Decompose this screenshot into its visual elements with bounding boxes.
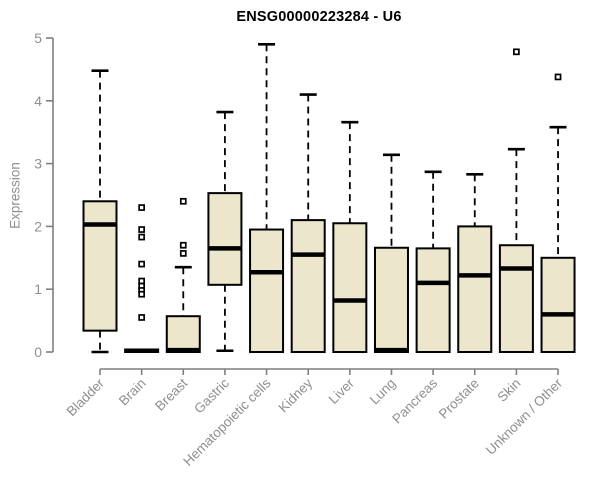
outlier-point (179, 241, 187, 249)
x-category-label: Breast (152, 375, 190, 413)
box-prostate (457, 172, 493, 353)
x-category-label: Lung (367, 376, 399, 408)
outlier-point (554, 73, 562, 81)
outlier-point (138, 290, 145, 298)
y-tick-label: 2 (34, 218, 42, 234)
y-tick-label: 3 (34, 156, 42, 172)
y-tick-label: 5 (34, 30, 42, 46)
x-category-label: Kidney (276, 375, 316, 415)
iqr-box (498, 244, 534, 354)
box-hematopoietic-cells (249, 42, 285, 353)
x-category-label: Unknown / Other (483, 375, 566, 458)
iqr-box (290, 219, 326, 353)
y-tick-label: 4 (34, 93, 42, 109)
box-bladder (82, 69, 118, 354)
box-kidney (290, 93, 326, 353)
box-skin (498, 48, 534, 354)
box-pancreas (415, 170, 451, 354)
iqr-box (373, 246, 409, 353)
outlier-point (138, 314, 145, 321)
x-category-label: Pancreas (389, 375, 440, 426)
box-brain (124, 204, 160, 354)
outlier-point (179, 250, 187, 257)
box-gastric (207, 110, 243, 353)
iqr-box (165, 315, 201, 354)
chart-title: ENSG00000223284 - U6 (236, 9, 402, 25)
outlier-point (138, 260, 145, 268)
outlier-point (138, 204, 145, 211)
box-lung (373, 153, 409, 353)
iqr-box (332, 222, 368, 353)
outlier-point (138, 233, 145, 241)
outlier-point (138, 226, 145, 233)
x-category-label: Gastric (191, 375, 232, 416)
box-breast (165, 197, 201, 354)
box-unknown-other (540, 73, 576, 353)
y-tick-label: 1 (34, 281, 42, 297)
x-category-label: Brain (116, 376, 149, 409)
iqr-box (457, 225, 493, 353)
box-liver (332, 120, 368, 353)
iqr-box (82, 200, 118, 332)
x-category-label: Bladder (64, 375, 108, 419)
outlier-point (179, 197, 187, 205)
iqr-box (207, 192, 243, 286)
iqr-box (540, 256, 576, 353)
iqr-box (249, 228, 285, 353)
outlier-point (513, 48, 520, 56)
x-category-label: Skin (494, 376, 523, 405)
y-tick-label: 0 (34, 344, 42, 360)
x-category-label: Liver (326, 375, 358, 407)
iqr-box (415, 247, 451, 354)
x-category-label: Prostate (436, 376, 482, 422)
